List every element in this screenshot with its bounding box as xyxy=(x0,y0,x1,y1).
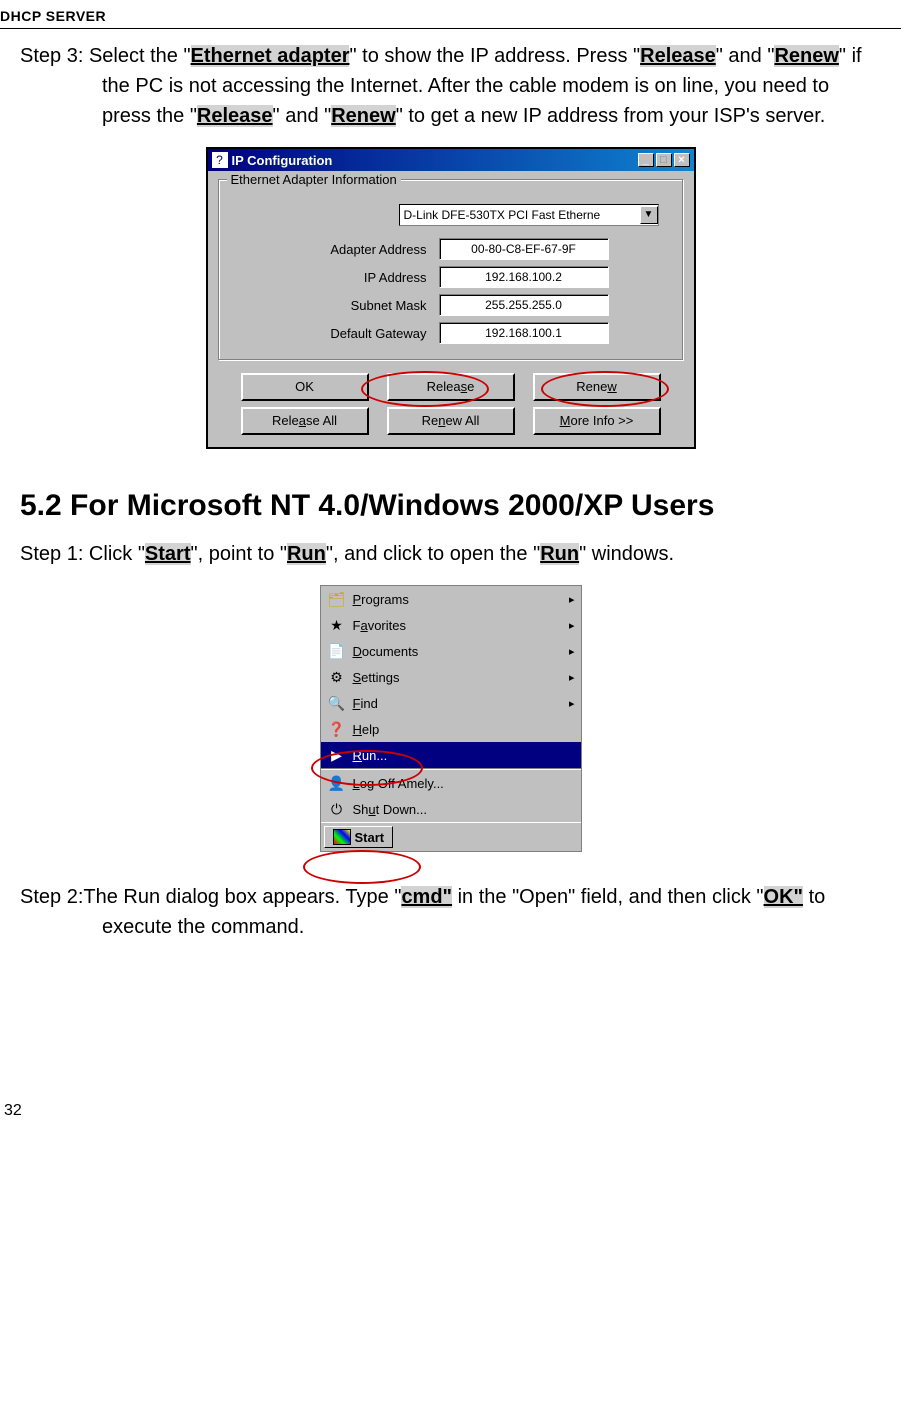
close-button[interactable]: × xyxy=(674,153,690,167)
run-icon: ▶ xyxy=(327,745,347,765)
subnet-mask-label: Subnet Mask xyxy=(229,298,439,313)
menu-documents-label: Documents xyxy=(353,644,419,659)
menu-favorites[interactable]: ★ Favorites ▸ xyxy=(321,612,581,638)
step3-t2: " to show the IP address. Press " xyxy=(349,45,640,67)
start-button-label: Start xyxy=(355,830,385,845)
menu-help[interactable]: ❓ Help xyxy=(321,716,581,742)
release-hl1: Release xyxy=(640,45,716,67)
release-button[interactable]: Release xyxy=(387,373,515,401)
step3-t1: Select the " xyxy=(89,45,191,67)
step1-t3: " windows. xyxy=(579,543,674,565)
renew-hl2: Renew xyxy=(331,105,395,127)
more-info-button[interactable]: More Info >> xyxy=(533,407,661,435)
menu-documents[interactable]: 📄 Documents ▸ xyxy=(321,638,581,664)
arrow-right-icon: ▸ xyxy=(569,593,575,606)
step3-t3: " and " xyxy=(716,45,775,67)
menu-shutdown[interactable]: ⏻ Shut Down... xyxy=(321,796,581,822)
shutdown-icon: ⏻ xyxy=(327,799,347,819)
default-gateway-label: Default Gateway xyxy=(229,326,439,341)
arrow-right-icon: ▸ xyxy=(569,671,575,684)
menu-help-label: Help xyxy=(353,722,380,737)
ip-address-value: 192.168.100.2 xyxy=(439,266,609,288)
more-info-label: More Info >> xyxy=(560,413,634,428)
menu-find[interactable]: 🔍 Find ▸ xyxy=(321,690,581,716)
start-hl: Start xyxy=(145,543,191,565)
step3-t6: " to get a new IP address from your ISP'… xyxy=(396,105,826,127)
ethernet-adapter-fieldset: Ethernet Adapter Information D-Link DFE-… xyxy=(218,179,684,361)
settings-icon: ⚙ xyxy=(327,667,347,687)
logoff-icon: 👤 xyxy=(327,773,347,793)
renew-hl1: Renew xyxy=(774,45,838,67)
step1-prefix: Step 1: Click " xyxy=(20,543,145,565)
fieldset-legend: Ethernet Adapter Information xyxy=(227,172,401,187)
release-hl2: Release xyxy=(197,105,273,127)
ipconfig-icon: ? xyxy=(212,152,228,168)
minimize-button[interactable]: _ xyxy=(638,153,654,167)
step3-prefix: Step 3: xyxy=(20,45,89,67)
ok-hl: OK" xyxy=(764,886,803,908)
menu-run-label: Run... xyxy=(353,748,388,763)
windows-logo-icon xyxy=(333,829,351,845)
section-heading: 5.2 For Microsoft NT 4.0/Windows 2000/XP… xyxy=(20,489,881,523)
window-title: IP Configuration xyxy=(232,153,333,168)
ethernet-adapter-hl: Ethernet adapter xyxy=(191,45,350,67)
step3-text: Step 3: Select the "Ethernet adapter" to… xyxy=(20,41,881,131)
menu-logoff-label: Log Off Amely... xyxy=(353,776,444,791)
menu-run[interactable]: ▶ Run... xyxy=(321,742,581,768)
programs-icon: 🗂 xyxy=(327,589,347,609)
start-button[interactable]: Start xyxy=(324,826,394,848)
renew-all-label: Renew All xyxy=(422,413,480,428)
red-ellipse-start xyxy=(303,850,421,884)
arrow-right-icon: ▸ xyxy=(569,697,575,710)
menu-programs[interactable]: 🗂 Programs ▸ xyxy=(321,586,581,612)
step1-text: Step 1: Click "Start", point to "Run", a… xyxy=(20,539,881,569)
renew-all-button[interactable]: Renew All xyxy=(387,407,515,435)
step1-t1: ", point to " xyxy=(191,543,287,565)
menu-logoff[interactable]: 👤 Log Off Amely... xyxy=(321,770,581,796)
menu-settings[interactable]: ⚙ Settings ▸ xyxy=(321,664,581,690)
default-gateway-value: 192.168.100.1 xyxy=(439,322,609,344)
chevron-down-icon[interactable]: ▼ xyxy=(640,206,658,224)
adapter-address-value: 00-80-C8-EF-67-9F xyxy=(439,238,609,260)
step2-text: Step 2:The Run dialog box appears. Type … xyxy=(20,882,881,942)
find-icon: 🔍 xyxy=(327,693,347,713)
menu-settings-label: Settings xyxy=(353,670,400,685)
renew-button[interactable]: Renew xyxy=(533,373,661,401)
adapter-select-text: D-Link DFE-530TX PCI Fast Etherne xyxy=(404,208,601,222)
run-hl2: Run xyxy=(540,543,579,565)
arrow-right-icon: ▸ xyxy=(569,619,575,632)
step2-t2: in the "Open" field, and then click " xyxy=(452,886,763,908)
release-all-label: Release All xyxy=(272,413,337,428)
adapter-select[interactable]: D-Link DFE-530TX PCI Fast Etherne ▼ xyxy=(399,204,659,226)
menu-find-label: Find xyxy=(353,696,378,711)
titlebar: ? IP Configuration _ □ × xyxy=(208,149,694,171)
documents-icon: 📄 xyxy=(327,641,347,661)
help-icon: ❓ xyxy=(327,719,347,739)
step1-t2: ", and click to open the " xyxy=(326,543,540,565)
ok-button[interactable]: OK xyxy=(241,373,369,401)
start-menu: 🗂 Programs ▸ ★ Favorites ▸ 📄 Documents ▸… xyxy=(320,585,582,852)
release-button-label: Release xyxy=(427,379,475,394)
maximize-button[interactable]: □ xyxy=(656,153,672,167)
menu-favorites-label: Favorites xyxy=(353,618,406,633)
page-header-title: DHCP SERVER xyxy=(0,8,901,24)
step2-t1: The Run dialog box appears. Type " xyxy=(83,886,401,908)
run-hl1: Run xyxy=(287,543,326,565)
step2-prefix: Step 2: xyxy=(20,886,83,908)
ip-address-label: IP Address xyxy=(229,270,439,285)
release-all-button[interactable]: Release All xyxy=(241,407,369,435)
subnet-mask-value: 255.255.255.0 xyxy=(439,294,609,316)
arrow-right-icon: ▸ xyxy=(569,645,575,658)
adapter-address-label: Adapter Address xyxy=(229,242,439,257)
menu-shutdown-label: Shut Down... xyxy=(353,802,427,817)
favorites-icon: ★ xyxy=(327,615,347,635)
page-number: 32 xyxy=(0,1102,901,1120)
step3-t5: " and " xyxy=(273,105,332,127)
cmd-hl: cmd" xyxy=(401,886,452,908)
renew-button-label: Renew xyxy=(576,379,616,394)
menu-programs-label: Programs xyxy=(353,592,409,607)
ip-configuration-window: ? IP Configuration _ □ × Ethernet Adapte… xyxy=(206,147,696,449)
